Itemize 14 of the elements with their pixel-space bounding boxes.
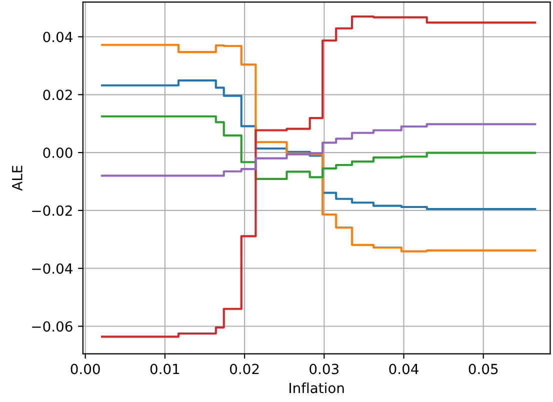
y-tick-label: −0.06 <box>32 321 72 332</box>
y-axis-title: ALE <box>12 166 22 191</box>
y-tick-label: 0.02 <box>43 90 72 100</box>
y-tick-label: 0.00 <box>43 148 72 158</box>
x-axis-title: Inflation <box>290 382 344 394</box>
x-tick-label: 0.02 <box>230 364 259 374</box>
x-tick-label: 0.05 <box>468 364 498 374</box>
x-tick-label: 0.01 <box>150 364 180 374</box>
y-tick-label: −0.02 <box>32 205 72 216</box>
x-tick-label: 0.04 <box>389 364 418 374</box>
x-tick-label: 0.00 <box>70 364 100 374</box>
y-tick-label: 0.04 <box>43 32 72 42</box>
x-tick-label: 0.03 <box>310 364 339 374</box>
y-tick-label: −0.04 <box>32 263 72 274</box>
